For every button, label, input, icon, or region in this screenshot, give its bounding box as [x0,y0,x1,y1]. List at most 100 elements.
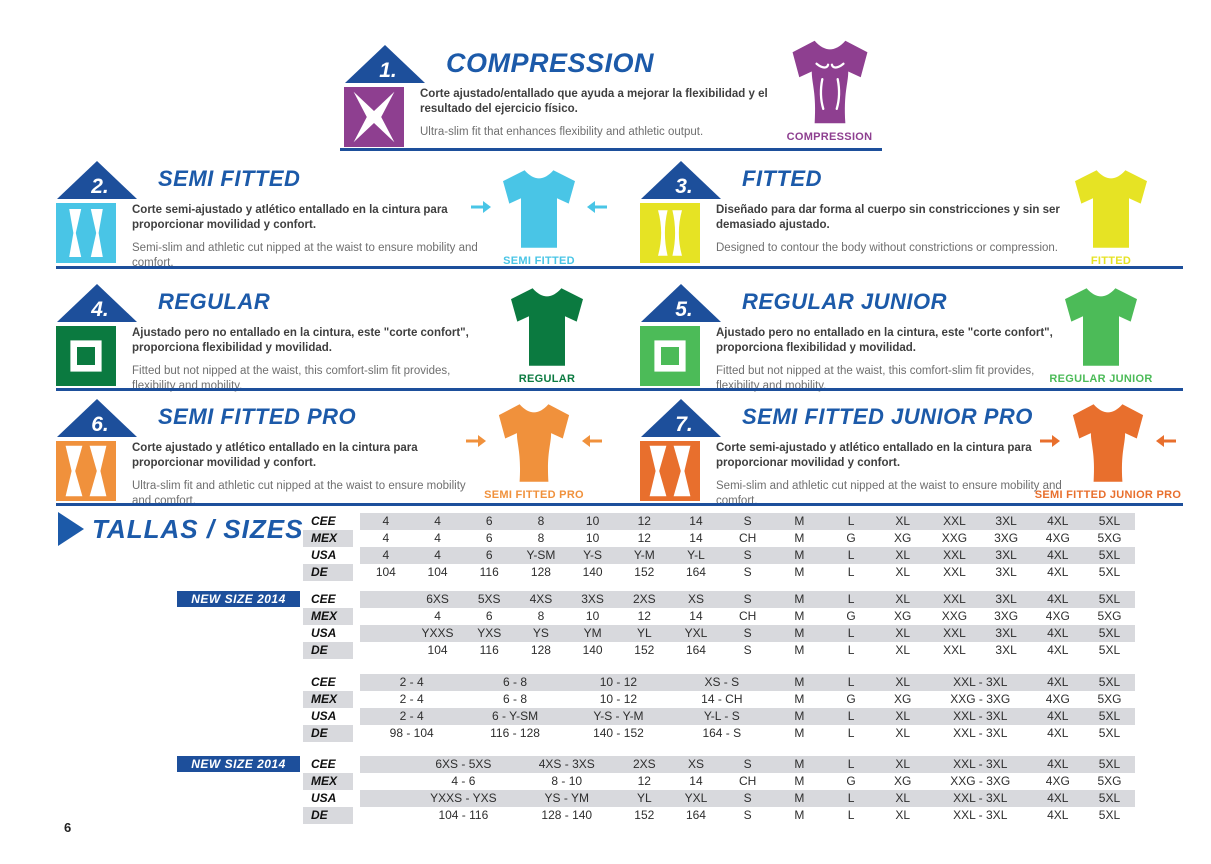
size-cell: 3XL [995,565,1017,579]
size-cell: G [846,609,856,623]
size-cell: L [847,726,855,740]
description-es: Corte ajustado/entallado que ayuda a mej… [420,88,768,115]
size-cell: XXL - 3XL [953,726,1008,740]
size-cell: XXL [943,565,966,579]
size-cell: 5XL [1083,591,1136,608]
size-cell: 4XG [1045,774,1070,788]
size-cell: L [825,674,877,691]
size-cell [360,773,412,790]
size-cell: 98 - 104 [389,726,434,740]
size-cell: 2XS [618,591,671,608]
inward-arrow-icon [587,200,607,218]
size-cell: 4XL [1031,708,1084,725]
size-cell [360,756,412,773]
region-label: MEX [303,530,360,547]
size-cell: XXL - 3XL [928,708,1032,725]
size-cell: S [721,625,774,642]
size-cell: XS [670,756,722,773]
size-cell: 4 [411,513,464,530]
size-cell: 14 - CH [701,692,743,706]
size-cell: XL [876,790,929,807]
section-title: REGULAR JUNIOR [742,289,948,314]
semi-fitted-pro-fit-icon [56,441,116,501]
new-size-2014-badge: NEW SIZE 2014 [177,591,300,607]
size-cell: CH [738,774,757,788]
size-cell: L [825,513,877,530]
regular-shirt: REGULAR [497,282,597,385]
size-cell: 4XL [1031,674,1084,691]
size-cell: M [794,565,805,579]
size-cell: 8 [515,513,567,530]
size-cell: YS - YM [515,790,619,807]
description-es: Ajustado pero no entallado en la cintura… [132,327,469,354]
section-divider [56,266,1183,269]
size-cell: M [773,547,826,564]
size-cell: 6 [463,513,516,530]
size-cell: M [773,790,826,807]
section-number-badge: 4. [57,284,137,322]
size-cell: XL [895,726,911,740]
section-number-badge: 1. [345,45,425,83]
size-cell: 4 - 6 [451,774,476,788]
size-cell: M [794,609,805,623]
region-label: CEE [303,674,360,691]
size-cell: 12 [637,531,651,545]
size-cell: Y-L [670,547,722,564]
size-cell: M [773,513,826,530]
size-cell: L [825,790,877,807]
size-cell [360,591,412,608]
tshirt-icon [1056,282,1146,372]
tshirt-label: SEMI FITTED PRO [484,489,584,501]
section-divider [56,503,1183,506]
section-title: SEMI FITTED PRO [158,404,357,429]
size-cell: YXXS [411,625,464,642]
size-cell: 2 - 4 [399,692,424,706]
fitted-shirt: FITTED [1052,164,1170,267]
size-cell: M [773,591,826,608]
size-block: NEW SIZE 2014 CEE 6XS - 5XS 4XS - 3XS 2XS XS S… [177,756,1136,824]
size-cell: 2XS [618,756,671,773]
size-cell: 5XL [1098,726,1121,740]
compression-shirt: COMPRESSION [772,34,887,143]
size-cell: 164 [685,565,706,579]
tshirt-icon [1066,164,1156,254]
section-number-badge: 6. [57,399,137,437]
size-row-cee: CEE 4 4 6 8 10 12 14 S M L XL XXL 3XL 4XL 5XL [303,513,1136,530]
size-row-mex: MEX 2 - 4 6 - 8 10 - 12 14 - CH M G XG XXG - 3XG… [303,691,1135,708]
size-cell: M [794,774,805,788]
size-cell: L [847,565,855,579]
region-label: MEX [303,608,360,625]
tshirt-label: COMPRESSION [786,131,873,143]
semi-fitted-fit-icon [56,203,116,263]
size-cell: 128 - 140 [541,808,593,822]
size-cell: 8 [537,531,545,545]
size-cell: XXL [928,513,981,530]
fit-section-semi-fitted-junior-pro: 7. SEMI FITTED JUNIOR PRO Corte semi-aju… [640,396,1072,509]
fit-section-fitted: 3. FITTED Diseñado para dar forma al cue… [640,158,1060,263]
size-cell: 6 - 8 [463,674,567,691]
fit-section-semi-fitted-pro: 6. SEMI FITTED PRO Corte ajustado y atlé… [56,396,476,509]
sizes-heading-text: TALLAS / SIZES [92,513,304,544]
regular-junior-shirt: REGULAR JUNIOR [1042,282,1160,385]
region-label: DE [303,725,360,742]
size-cell: M [794,808,805,822]
size-row-cee: CEE 6XS - 5XS 4XS - 3XS 2XS XS S M L XL XXL - 3XL… [303,756,1136,773]
size-row-de: DE 98 - 104 116 - 128 140 - 152 164 - S M L XL X… [303,725,1135,742]
size-cell: 104 [427,643,448,657]
size-cell: M [773,625,826,642]
section-number-badge: 2. [57,161,137,199]
size-cell: M [773,708,826,725]
size-cell: 4XL [1047,726,1069,740]
section-divider [340,148,882,151]
size-cell: 4XL [1031,591,1084,608]
size-cell: 3XL [980,513,1032,530]
size-cell: XL [895,643,911,657]
size-cell: YL [618,790,671,807]
description-en: Ultra-slim fit that enhances flexibility… [420,126,704,139]
tshirt-icon [466,398,602,488]
size-cell: 4XL [1031,513,1084,530]
size-cell: 14 [689,774,703,788]
size-cell [360,790,412,807]
size-cell: 4XL [1031,625,1084,642]
